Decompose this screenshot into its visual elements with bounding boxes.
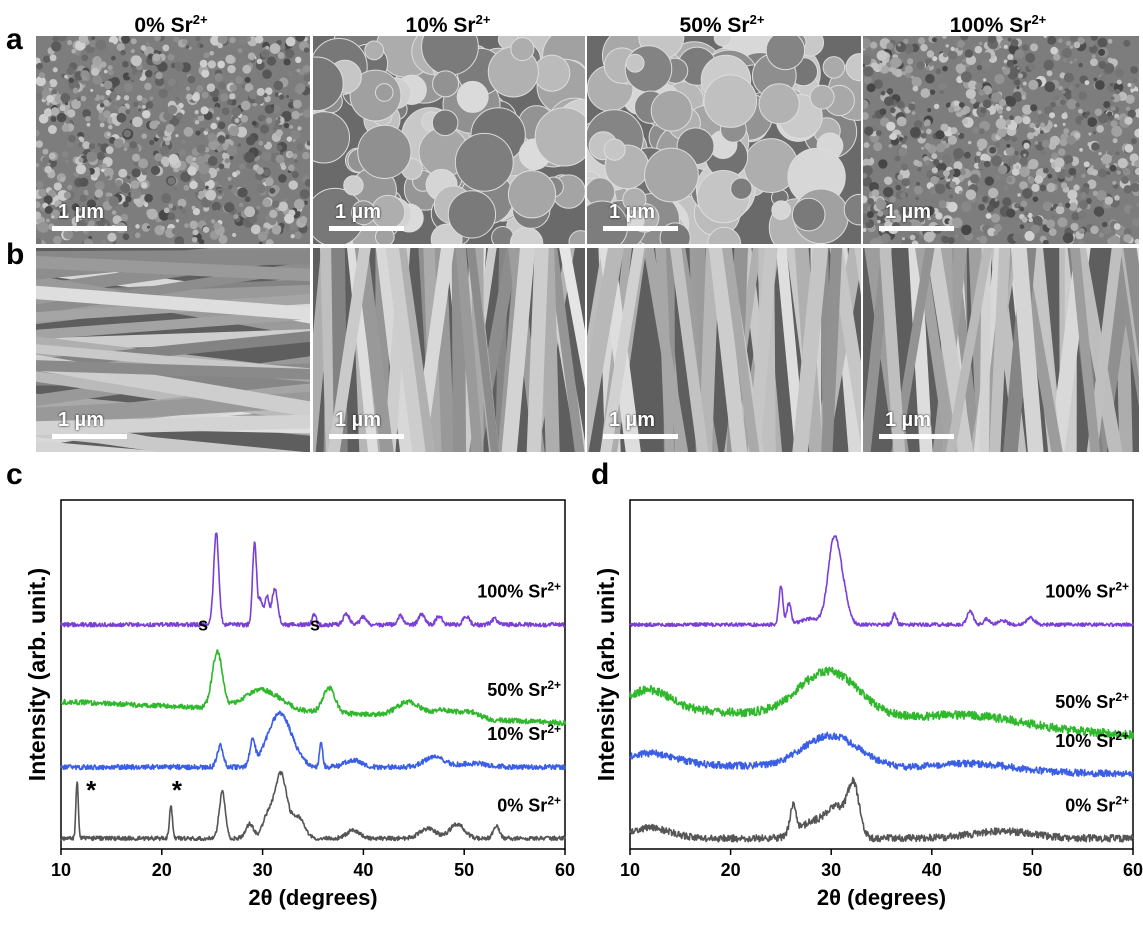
series-line [60, 532, 566, 628]
sem-micrograph: 1 µm [863, 248, 1139, 452]
x-tick-label: 20 [721, 860, 741, 880]
series-line [629, 776, 1134, 843]
series-label: 10% Sr2+ [1055, 729, 1129, 751]
scale-bar-label: 1 µm [335, 409, 381, 431]
scale-bar-label: 1 µm [609, 201, 655, 223]
panel-label-d: d [591, 458, 610, 491]
plot-frame [60, 499, 566, 850]
sem-micrograph: 1 µm [587, 248, 861, 452]
panel-label-b: b [6, 238, 25, 271]
column-header-0: 0% Sr2+ [134, 12, 208, 37]
xrd-chart-d: 10 20 30 40 50 60 2θ (degrees) Intensity (arb. … [593, 499, 1143, 910]
x-tick-label: 40 [922, 860, 942, 880]
series-line [60, 649, 566, 726]
series-label: 50% Sr2+ [487, 678, 561, 700]
x-axis-label: 2θ (degrees) [248, 885, 377, 910]
scale-bar [329, 434, 404, 439]
peak-annotation: * [172, 775, 183, 805]
scale-bar-label: 1 µm [335, 201, 381, 223]
series-line [629, 666, 1134, 740]
scale-bar [603, 226, 678, 231]
scale-bar-label: 1 µm [58, 201, 104, 223]
scale-bar [603, 434, 678, 439]
sem-micrograph: 1 µm [863, 36, 1139, 244]
sem-micrograph: 1 µm [313, 248, 585, 452]
sem-micrograph: 1 µm [587, 36, 861, 244]
plot-frame [629, 499, 1134, 850]
sem-micrograph: 1 µm [36, 36, 310, 244]
x-tick-label: 10 [620, 860, 640, 880]
x-tick-label: 60 [555, 860, 575, 880]
panel-label-a: a [6, 23, 23, 56]
x-tick-label: 40 [353, 860, 373, 880]
x-tick-label: 50 [454, 860, 474, 880]
scale-bar-label: 1 µm [609, 409, 655, 431]
series-label: 10% Sr2+ [487, 722, 561, 744]
column-header-2: 50% Sr2+ [679, 12, 765, 37]
scale-bar-label: 1 µm [885, 409, 931, 431]
column-header-1: 10% Sr2+ [405, 12, 491, 37]
scale-bar [329, 226, 404, 231]
x-tick-label: 30 [253, 860, 273, 880]
scale-bar [52, 226, 127, 231]
peak-annotation: s [198, 614, 208, 634]
scale-bar [879, 226, 954, 231]
peak-annotation: s [310, 614, 320, 634]
y-axis-label: Intensity (arb. unit.) [593, 568, 619, 781]
scale-bar [879, 434, 954, 439]
sem-micrograph: 1 µm [313, 36, 585, 244]
series-label: 50% Sr2+ [1055, 690, 1129, 712]
column-header-3: 100% Sr2+ [949, 12, 1047, 37]
series-label: 0% Sr2+ [497, 793, 561, 815]
y-axis-label: Intensity (arb. unit.) [24, 568, 50, 781]
series-line [60, 770, 566, 842]
x-tick-label: 20 [152, 860, 172, 880]
scale-bar-label: 1 µm [58, 409, 104, 431]
scale-bar-label: 1 µm [885, 201, 931, 223]
x-tick-label: 50 [1022, 860, 1042, 880]
xrd-chart-c: 10 20 30 40 50 60 2θ (degrees) Intensity (arb. … [24, 499, 575, 910]
x-tick-label: 10 [51, 860, 71, 880]
x-tick-label: 30 [821, 860, 841, 880]
sem-micrograph: 1 µm [36, 248, 310, 452]
series-line [60, 710, 566, 771]
panel-label-c: c [6, 458, 23, 491]
series-label: 100% Sr2+ [477, 580, 561, 602]
series-label: 0% Sr2+ [1065, 793, 1129, 815]
scale-bar [52, 434, 127, 439]
x-axis-label: 2θ (degrees) [817, 885, 946, 910]
series-label: 100% Sr2+ [1045, 580, 1129, 602]
series-line [629, 535, 1134, 628]
series-line [629, 731, 1134, 779]
peak-annotation: * [86, 775, 97, 805]
x-tick-label: 60 [1123, 860, 1143, 880]
